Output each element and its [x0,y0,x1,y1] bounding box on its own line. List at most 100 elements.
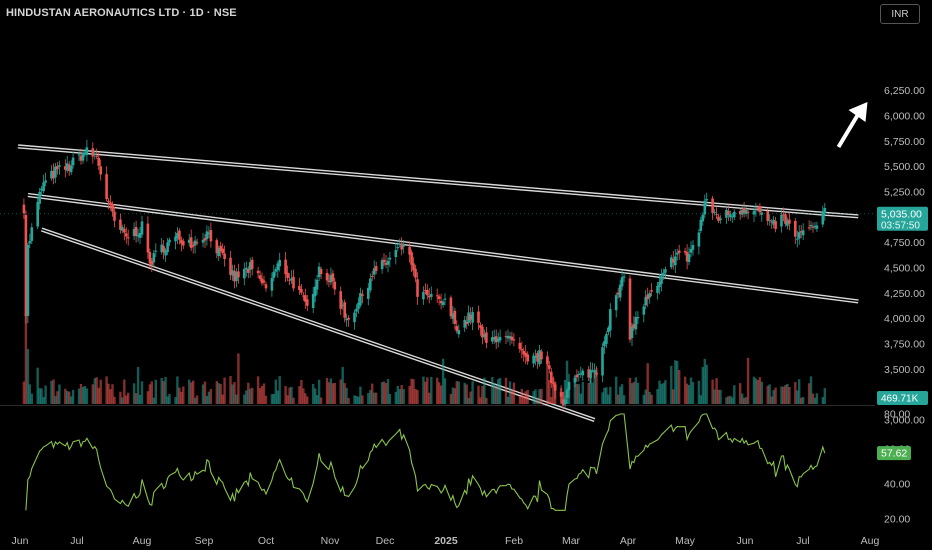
candle-body [270,278,274,291]
volume-bar [347,398,350,404]
candle-body [573,377,577,383]
volume-bar [646,363,649,404]
volume-bar [510,390,514,404]
volume-bar [302,388,305,404]
volume-bar [436,377,439,404]
volume-bar [766,385,769,404]
candle-body [713,212,716,214]
candle-body [443,298,447,300]
candle-body [426,289,429,296]
candle-body [774,220,777,229]
rsi-last-label: 57.62 [881,448,907,460]
volume-bar [192,380,195,404]
volume-bar [660,383,663,404]
volume-bar [371,383,374,404]
candle-body [374,266,378,271]
volume-bar [430,376,433,404]
volume-bar [788,386,791,404]
volume-bar [605,387,608,404]
volume-bar [457,381,460,404]
candle-body [319,269,323,274]
volume-bar [150,381,153,404]
volume-bar [40,388,43,404]
volume-bar [190,382,193,404]
volume-bar [373,392,376,404]
candle-body [189,237,193,248]
volume-bar [207,391,211,404]
candle-body [28,241,32,244]
candle-body [526,354,529,362]
time-tick-label: Mar [562,535,581,547]
volume-bar [79,384,83,404]
volume-bar [794,382,797,404]
candle-body [58,165,61,167]
volume-bar [50,380,53,404]
candle-body [248,262,252,270]
volume-bar [512,382,516,404]
volume-bar [132,383,136,404]
candle-body [536,353,539,362]
price-axis: 6,250.00 6,000.00 5,750.00 5,500.00 5,250.00… [884,85,925,426]
volume-bar [300,380,303,404]
chart-title: HINDUSTAN AERONAUTICS LTD · 1D · NSE [6,7,237,19]
volume-bar [111,384,114,404]
volume-bar [166,396,169,404]
currency-selector[interactable]: INR [880,4,920,24]
trendline-2-inner [27,194,859,303]
volume-bar [538,389,541,404]
volume-bar [522,396,525,404]
volume-bar [217,383,220,404]
candle-body [746,211,750,213]
candle-body [215,240,219,254]
volume-bar [270,394,274,404]
candle-body [81,152,85,161]
volume-bar [284,386,287,404]
volume-bar [107,383,110,404]
volume-bar [278,376,281,404]
candle-body [105,174,108,200]
candle-body [675,252,679,255]
breakout-arrow-head [848,102,868,122]
rsi-badge [877,446,911,461]
volume-bar [329,378,333,404]
volume-bar [453,388,457,404]
candle-body [711,198,714,214]
volume-bar [231,384,234,404]
volume-bar [742,397,746,404]
volume-bar [685,383,689,404]
volume-bar [93,378,96,404]
candle-body [796,238,799,240]
volume-bar [154,379,157,404]
candle-body [380,260,384,270]
time-axis: Jun Jul Aug Sep Oct Nov Dec 2025 Feb Mar Apr May Jun… [12,535,880,547]
volume-bar [58,384,61,404]
candle-body [178,230,181,240]
candle-body [327,280,331,282]
volume-bar [327,382,331,404]
volume-bar [697,380,701,404]
candle-body [715,214,718,216]
volume-bar [422,376,425,404]
volume-bar [628,377,632,404]
volume-bar [642,394,645,404]
candle-body [449,297,453,317]
candle-body [630,326,634,338]
volume-bar [752,376,756,404]
price-tick-label: 4,000.00 [884,313,925,325]
candle-body [292,276,295,289]
volume-bar [607,394,610,404]
candle-body [717,216,720,221]
candle-body [672,258,675,263]
volume-bar [768,384,771,404]
volume-bar [477,385,480,404]
volume-bar [262,383,266,404]
candle-body [150,260,154,265]
volume-bar [782,386,785,404]
price-tick-label: 5,250.00 [884,187,925,199]
volume-bar [424,381,427,404]
candle-body [359,293,362,306]
candle-body [138,233,142,238]
volume-bar [683,376,687,404]
volume-bar [325,377,329,404]
